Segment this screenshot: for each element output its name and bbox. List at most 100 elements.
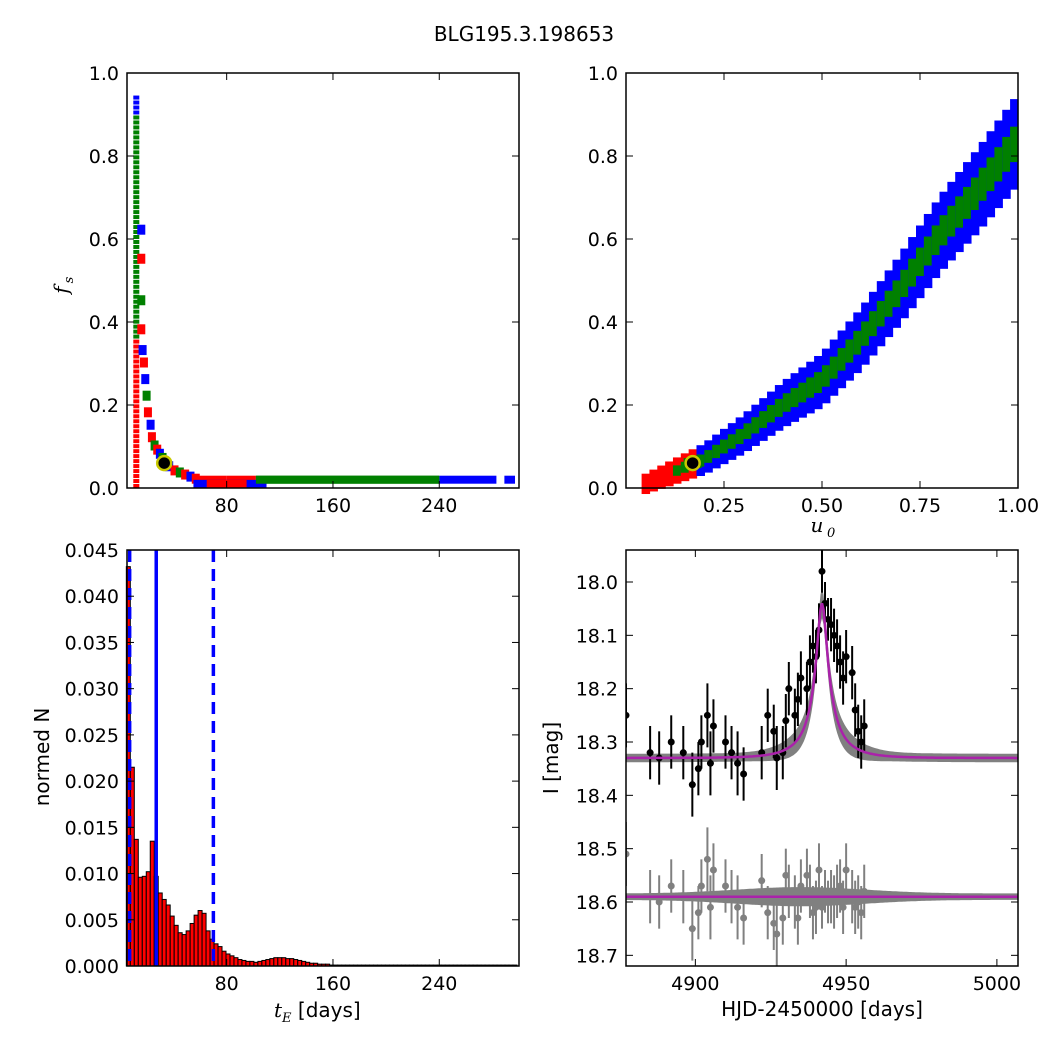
y-tick-label: 0.2	[588, 395, 618, 417]
heat-cell	[133, 324, 140, 329]
histogram-bar	[189, 922, 195, 967]
panel-te-histogram: 80 160 240 0.000 0.005 0.010 0.015 0.020 0.025 0.…	[30, 540, 520, 1026]
y-tick-label: 0.2	[89, 395, 119, 417]
heat-cell	[133, 469, 140, 474]
histogram-bar	[217, 946, 223, 967]
residual-point	[794, 914, 802, 922]
histogram-bar	[205, 930, 211, 967]
x-axis-label: tE [days]	[274, 998, 361, 1026]
heat-cell	[955, 196, 964, 228]
residual-point	[860, 887, 868, 895]
residual-point	[791, 898, 799, 906]
residual-point	[770, 919, 778, 927]
histogram-bar	[173, 924, 179, 967]
heat-cell	[665, 461, 674, 487]
histogram-bar	[285, 958, 291, 967]
data-point	[740, 770, 748, 778]
heat-cell	[226, 475, 256, 484]
heat-cell	[133, 185, 140, 190]
heat-cell	[133, 404, 140, 409]
heat-cell	[133, 150, 140, 155]
x-tick-label: 0.75	[899, 495, 941, 517]
residual-point	[839, 903, 847, 911]
heat-cell	[861, 321, 870, 346]
heat-cell	[133, 449, 140, 454]
heat-cell	[814, 372, 823, 394]
histogram-bar	[193, 914, 199, 967]
heat-cell	[133, 235, 140, 239]
heat-cell	[133, 369, 140, 374]
heat-cell	[133, 195, 140, 200]
data-point	[806, 658, 814, 666]
best-fit-marker	[155, 454, 173, 472]
histogram-bar	[137, 876, 143, 967]
histogram-bar	[197, 910, 203, 967]
data-point	[646, 749, 654, 757]
heat-cell	[790, 387, 800, 408]
data-point	[626, 711, 630, 719]
heat-cell	[649, 469, 658, 492]
data-point	[824, 615, 832, 623]
axes-frame	[126, 549, 520, 967]
y-tick-label: 18.3	[576, 732, 618, 754]
y-tick-label: 18.6	[576, 892, 618, 914]
histogram-bar	[149, 840, 155, 967]
data-point	[694, 765, 702, 773]
histogram-bar	[289, 958, 295, 967]
heat-cell	[133, 439, 140, 444]
heat-cell	[133, 484, 140, 488]
data-point	[836, 658, 844, 666]
panel-fs-vs-u0: 0.25 0.50 0.75 1.00 0.0 0.2 0.4 0.6 0.8 1.0 u 0	[588, 63, 1039, 541]
histogram-bar	[281, 957, 287, 967]
heat-cell	[133, 215, 140, 220]
histogram-bar	[221, 950, 227, 967]
heat-cell	[853, 330, 862, 355]
histogram-bar	[237, 959, 243, 967]
heat-cell	[868, 311, 878, 337]
heat-cell	[133, 175, 140, 180]
histogram-bar	[201, 912, 207, 967]
heat-cell	[727, 434, 737, 449]
heat-cell	[133, 230, 140, 235]
data-point	[833, 642, 841, 650]
heat-cell	[133, 225, 140, 230]
heat-cell	[735, 429, 745, 445]
heat-cell	[641, 473, 651, 495]
heat-cell	[133, 464, 140, 469]
heat-cell	[133, 130, 140, 135]
histogram-bar	[161, 898, 167, 967]
histogram-bar	[169, 915, 175, 967]
heat-cell	[133, 339, 140, 344]
heat-cell	[137, 253, 146, 264]
residual-point	[779, 914, 787, 922]
heat-cell	[133, 110, 140, 115]
heat-cell	[137, 295, 146, 306]
heat-cell	[504, 475, 516, 484]
x-tick-label: 1.00	[997, 495, 1039, 517]
residual-point	[773, 930, 781, 938]
heat-cell	[986, 157, 996, 192]
heat-cell	[712, 444, 721, 459]
x-tick-label: 5000	[973, 973, 1021, 995]
heat-cell	[133, 284, 140, 289]
heat-cell	[821, 365, 831, 387]
heat-cell	[133, 424, 140, 429]
heat-cell	[133, 349, 140, 354]
y-tick-label: 18.0	[576, 572, 618, 594]
heat-cell	[133, 409, 140, 414]
heat-cell	[146, 419, 155, 430]
heat-cell	[133, 274, 140, 279]
residual-point	[697, 882, 705, 890]
heat-cell	[939, 215, 949, 246]
heat-cell	[133, 205, 140, 210]
heat-cell	[672, 465, 682, 476]
data-point	[770, 727, 778, 735]
heat-cell	[133, 100, 140, 105]
y-tick-label: 0.6	[89, 229, 119, 251]
heat-cell	[255, 475, 440, 484]
heat-cell	[133, 120, 140, 125]
residual-point	[836, 882, 844, 890]
y-tick-label: 0.045	[65, 540, 119, 562]
heat-cell	[137, 224, 146, 235]
heat-cell	[133, 419, 140, 424]
